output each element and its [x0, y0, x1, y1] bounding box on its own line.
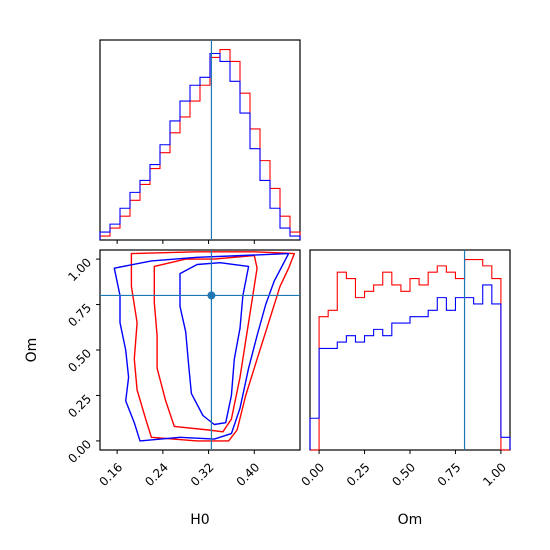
om-hist-red-series [310, 258, 510, 451]
contour-blue-inner [179, 262, 250, 426]
om-hist-blue-series [309, 284, 511, 450]
om-x-tick-label: 1.00 [480, 460, 509, 489]
y-axis-label-om: Om [24, 338, 40, 363]
om-x-tick-label: 0.00 [298, 460, 327, 489]
x-axis-label-om: Om [398, 512, 423, 528]
joint-contour-frame [99, 249, 301, 451]
joint-truth-point [207, 291, 216, 300]
om-x-tick-label: 0.25 [344, 460, 373, 489]
joint-contours [100, 250, 300, 450]
om-y-tick-label: 0.75 [65, 301, 94, 330]
h0-histogram-frame [99, 39, 301, 241]
contour-lines [113, 251, 295, 442]
h0-tick-label: 0.40 [234, 460, 263, 489]
om-y-tick-label: 0.50 [65, 346, 94, 375]
om-x-tick-label: 0.75 [435, 460, 464, 489]
h0-tick-label: 0.32 [188, 460, 217, 489]
om-y-tick-label: 0.00 [65, 437, 94, 466]
h0-tick-label: 0.16 [96, 460, 125, 489]
h0-tick-label: 0.24 [142, 460, 171, 489]
om-y-tick-label: 0.25 [65, 392, 94, 421]
h0-histogram [99, 40, 301, 240]
h0-hist-blue-series [99, 52, 301, 240]
contour-red-outer [130, 251, 295, 442]
om-x-tick-label: 0.50 [389, 460, 418, 489]
contour-blue-outer [113, 252, 290, 442]
om-histogram [309, 250, 511, 451]
om-y-tick-label: 1.00 [65, 255, 94, 284]
x-axis-label-h0: H0 [190, 512, 209, 528]
contour-red-inner [153, 254, 258, 433]
